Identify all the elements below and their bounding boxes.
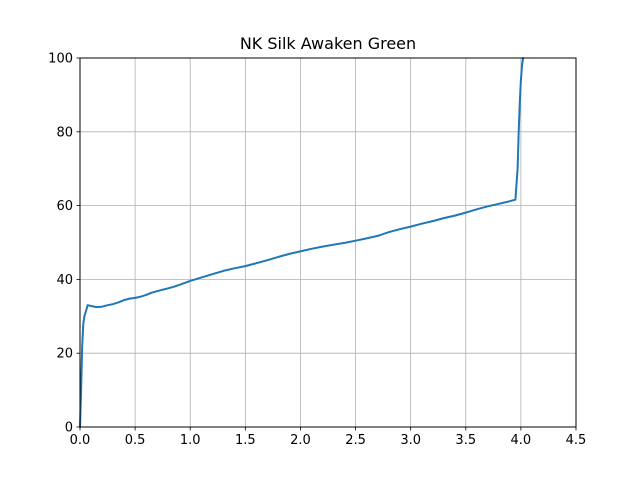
axes-frame bbox=[79, 57, 577, 428]
x-tick-label: 0.0 bbox=[70, 433, 91, 448]
x-tick-label: 0.5 bbox=[125, 433, 146, 448]
chart-title: NK Silk Awaken Green bbox=[240, 34, 416, 53]
y-tick-label: 0 bbox=[65, 421, 73, 436]
y-axis-ticks: 0 20 40 60 80 100 bbox=[48, 52, 80, 436]
series-group bbox=[79, 57, 525, 428]
x-tick-label: 4.0 bbox=[511, 433, 532, 448]
y-tick-label: 20 bbox=[56, 347, 73, 362]
x-tick-label: 2.0 bbox=[290, 433, 311, 448]
x-tick-label: 2.5 bbox=[345, 433, 366, 448]
series-line bbox=[79, 57, 525, 428]
x-tick-label: 1.0 bbox=[180, 433, 201, 448]
x-tick-label: 4.5 bbox=[566, 433, 587, 448]
x-tick-label: 3.0 bbox=[400, 433, 421, 448]
x-axis-ticks: 0.0 0.5 1.0 1.5 2.0 2.5 3.0 3.5 4.0 4.5 bbox=[70, 427, 587, 448]
x-tick-label: 3.5 bbox=[455, 433, 476, 448]
y-tick-label: 40 bbox=[56, 273, 73, 288]
y-tick-label: 60 bbox=[56, 199, 73, 214]
x-tick-label: 1.5 bbox=[235, 433, 256, 448]
y-tick-label: 80 bbox=[56, 125, 73, 140]
plot-area bbox=[80, 58, 576, 427]
y-tick-label: 100 bbox=[48, 52, 73, 67]
